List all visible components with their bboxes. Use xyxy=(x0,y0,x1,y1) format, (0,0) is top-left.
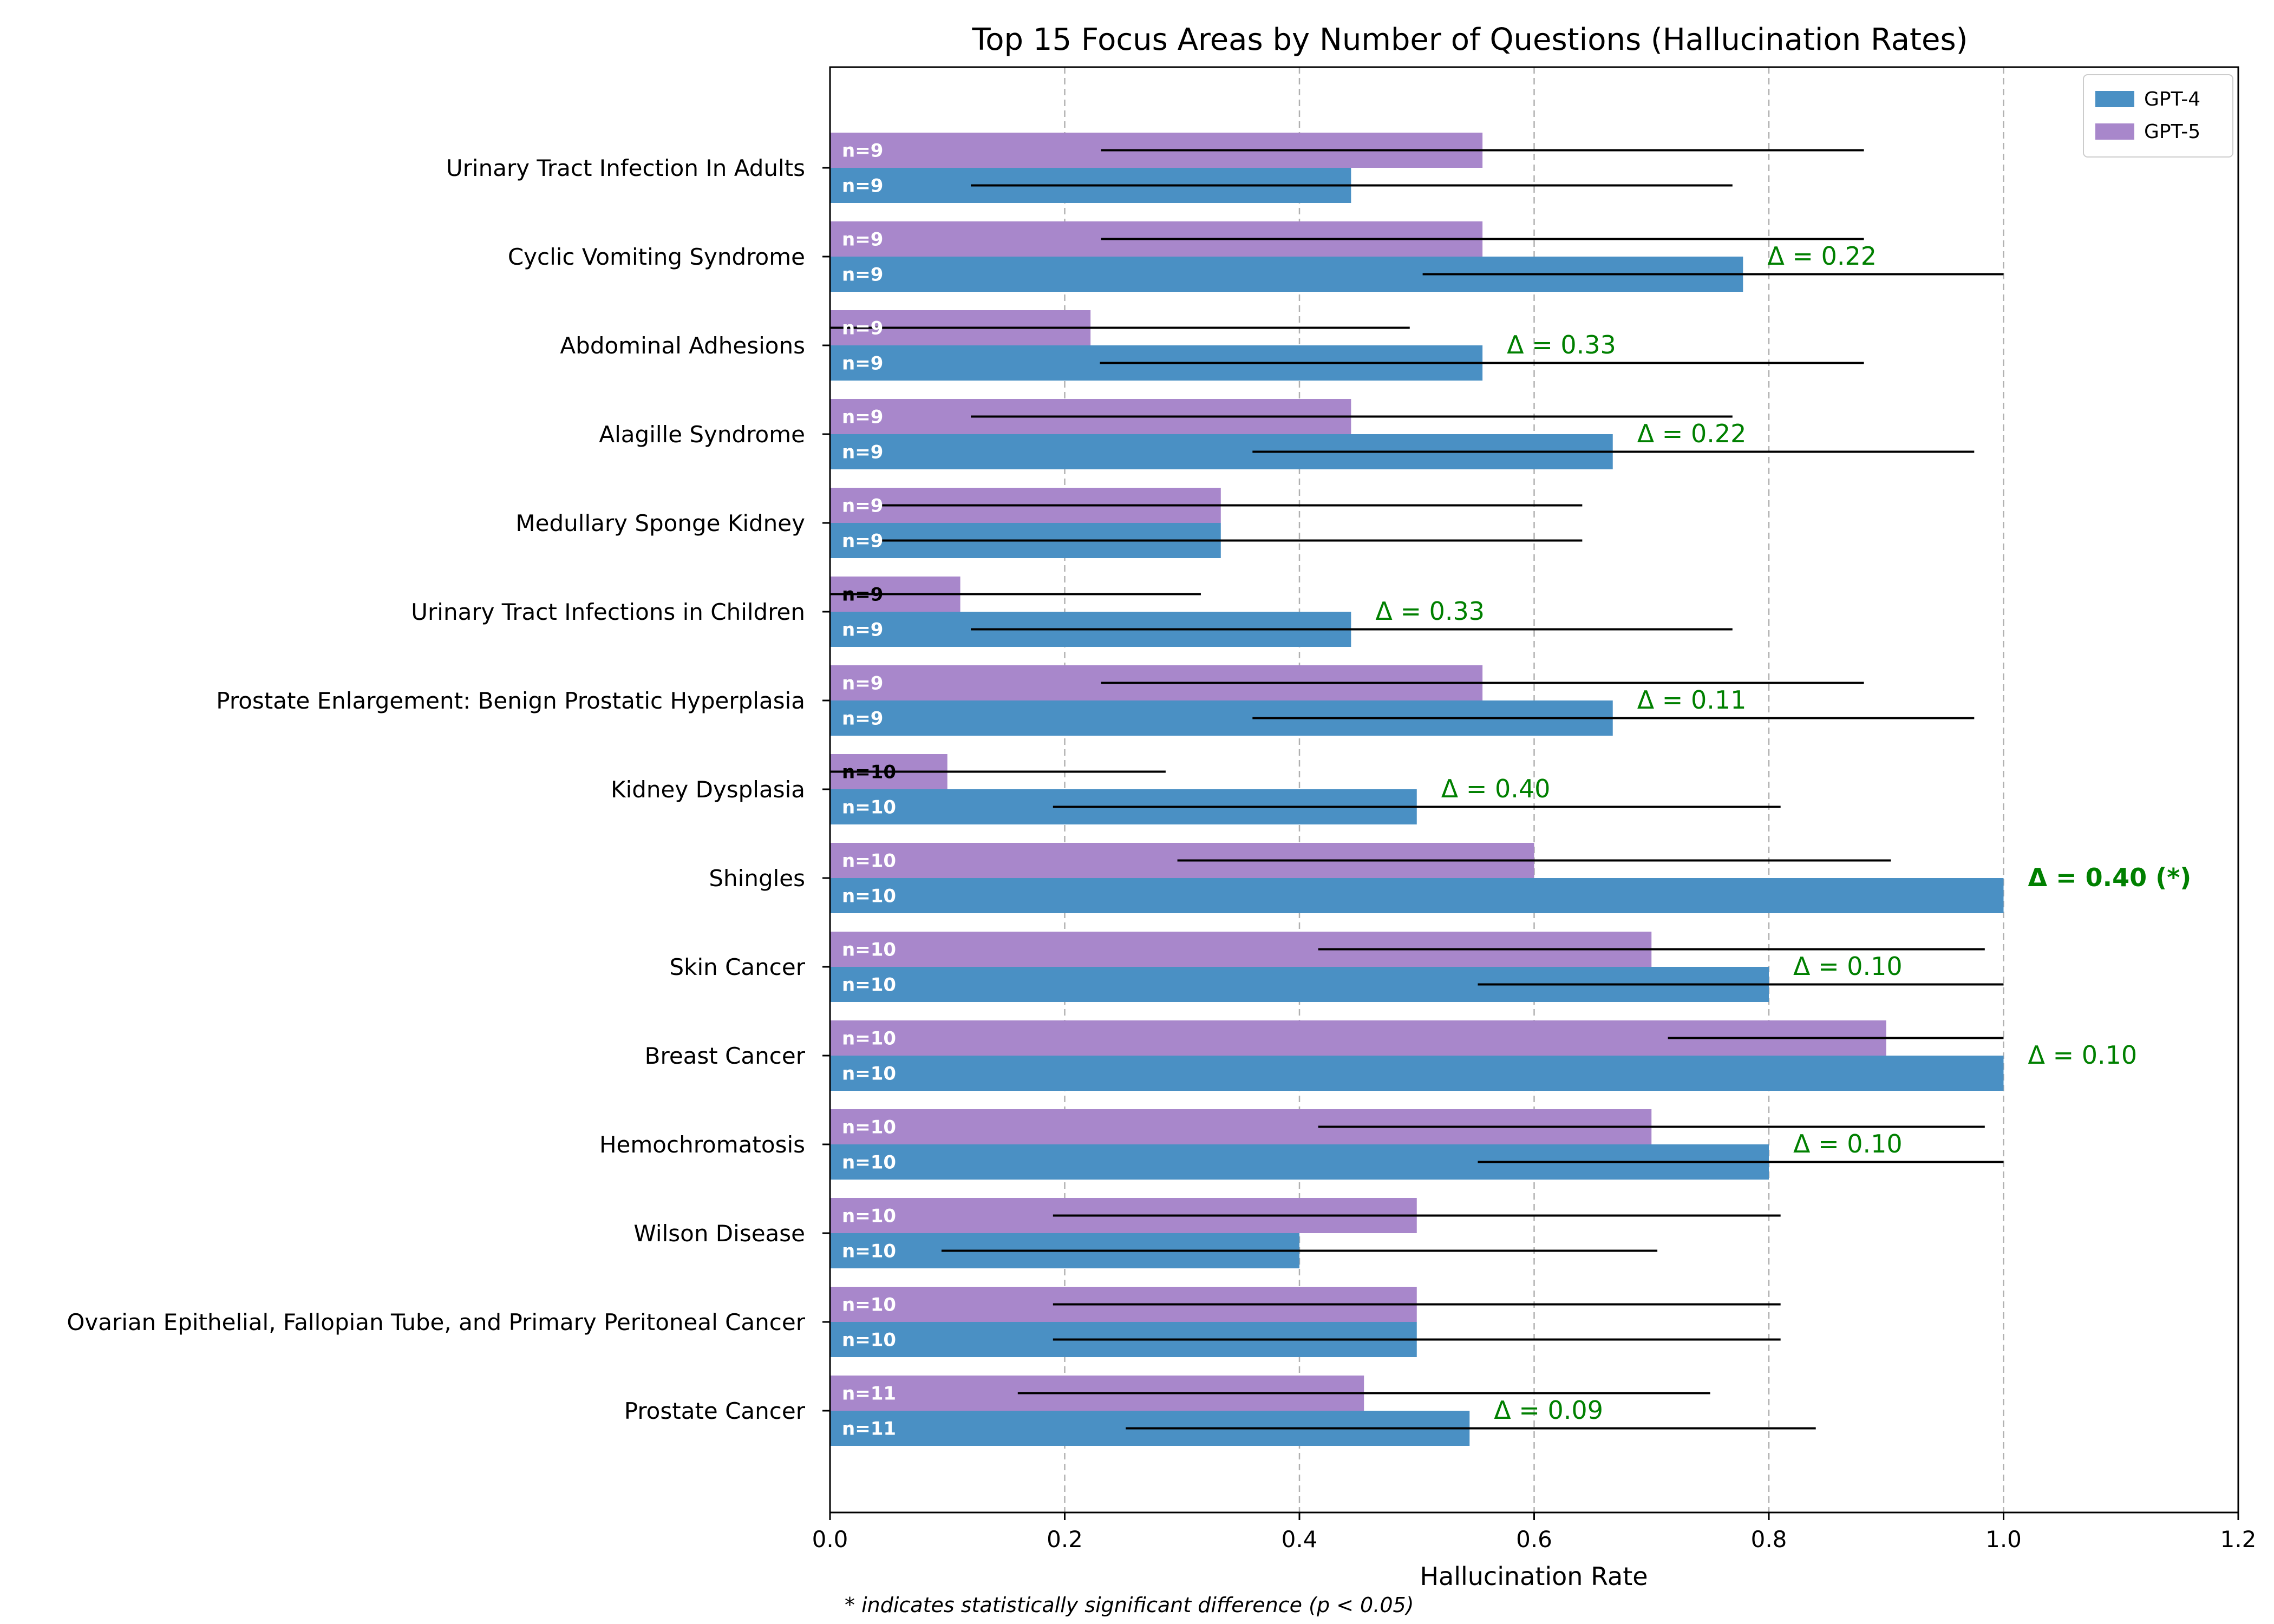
n-label-gpt4: n=10 xyxy=(842,974,896,996)
category-label: Prostate Cancer xyxy=(624,1398,806,1424)
n-label-gpt5: n=9 xyxy=(842,140,883,162)
bars xyxy=(830,133,2004,1446)
n-label-gpt5: n=9 xyxy=(842,407,883,428)
category-label: Urinary Tract Infections in Children xyxy=(411,599,805,625)
footnote: * indicates statistically significant di… xyxy=(845,1593,1414,1617)
n-label-gpt5: n=9 xyxy=(842,495,883,517)
x-tick-label: 0.4 xyxy=(1282,1526,1318,1553)
x-tick-label: 1.0 xyxy=(1985,1526,2022,1553)
n-label-gpt5: n=10 xyxy=(842,1206,896,1227)
n-label-gpt5: n=11 xyxy=(842,1383,896,1405)
category-label: Urinary Tract Infection In Adults xyxy=(446,155,805,181)
n-label-gpt4: n=11 xyxy=(842,1418,896,1440)
category-label: Abdominal Adhesions xyxy=(560,332,805,359)
n-label-gpt4: n=9 xyxy=(842,619,883,641)
category-label: Breast Cancer xyxy=(645,1043,806,1069)
x-tick-label: 0.6 xyxy=(1516,1526,1552,1553)
n-label-gpt4: n=10 xyxy=(842,886,896,907)
n-label-gpt5: n=10 xyxy=(842,1028,896,1050)
delta-label: Δ = 0.22 xyxy=(1767,241,1877,271)
n-label-gpt5: n=10 xyxy=(842,1117,896,1138)
n-label-gpt4: n=9 xyxy=(842,353,883,375)
n-label-gpt4: n=9 xyxy=(842,175,883,197)
category-label: Shingles xyxy=(709,865,805,892)
grid xyxy=(1064,67,2004,1512)
legend-swatch xyxy=(2095,123,2134,140)
n-label-gpt4: n=10 xyxy=(842,1063,896,1085)
bar-gpt4 xyxy=(830,878,2004,913)
category-label: Prostate Enlargement: Benign Prostatic H… xyxy=(216,687,805,714)
x-tick-label: 1.2 xyxy=(2220,1526,2257,1553)
n-label-gpt5: n=10 xyxy=(842,1294,896,1316)
legend-swatch xyxy=(2095,91,2134,107)
n-label-gpt4: n=10 xyxy=(842,1241,896,1262)
error-bars xyxy=(830,149,2004,1430)
delta-labels: Δ = 0.22 Δ = 0.33 Δ = 0.22 Δ = 0.33 Δ = 0.11… xyxy=(1375,241,2191,1425)
category-label: Wilson Disease xyxy=(633,1220,805,1247)
delta-label: Δ = 0.10 xyxy=(1793,952,1903,981)
delta-label: Δ = 0.40 (*) xyxy=(2028,863,2192,892)
category-label: Hemochromatosis xyxy=(599,1131,805,1158)
category-label: Alagille Syndrome xyxy=(599,421,805,448)
delta-label: Δ = 0.22 xyxy=(1637,419,1747,448)
legend: GPT-4 GPT-5 xyxy=(2083,74,2233,158)
n-label-gpt5: n=9 xyxy=(842,673,883,695)
n-label-gpt5: n=9 xyxy=(842,229,883,251)
delta-label: Δ = 0.33 xyxy=(1375,597,1485,626)
category-label: Ovarian Epithelial, Fallopian Tube, and … xyxy=(67,1309,805,1335)
delta-label: Δ = 0.33 xyxy=(1507,330,1616,359)
bar-gpt4 xyxy=(830,1056,2004,1091)
category-labels: Urinary Tract Infection In Adults Cyclic … xyxy=(67,155,830,1424)
n-label-gpt4: n=10 xyxy=(842,1152,896,1174)
category-label: Kidney Dysplasia xyxy=(611,776,805,803)
category-label: Cyclic Vomiting Syndrome xyxy=(508,244,805,270)
x-tick-label: 0.2 xyxy=(1047,1526,1083,1553)
x-axis-ticks: 0.0 0.2 0.4 0.6 0.8 1.0 1.2 xyxy=(812,1512,2257,1553)
n-label-gpt5: n=10 xyxy=(842,850,896,872)
category-label: Medullary Sponge Kidney xyxy=(515,510,805,536)
delta-label: Δ = 0.40 xyxy=(1441,774,1551,803)
n-label-gpt4: n=9 xyxy=(842,264,883,286)
n-label-gpt4: n=10 xyxy=(842,1330,896,1351)
delta-label: Δ = 0.11 xyxy=(1637,685,1747,715)
chart-title: Top 15 Focus Areas by Number of Question… xyxy=(972,22,1968,57)
legend-label: GPT-4 xyxy=(2144,88,2200,110)
legend-box xyxy=(2083,74,2233,158)
x-tick-label: 0.0 xyxy=(812,1526,848,1553)
n-label-gpt5: n=10 xyxy=(842,939,896,961)
x-tick-label: 0.8 xyxy=(1751,1526,1787,1553)
delta-label: Δ = 0.09 xyxy=(1494,1396,1603,1425)
n-label-gpt5: n=9 xyxy=(842,584,883,606)
n-label-gpt5: n=9 xyxy=(842,318,883,339)
category-label: Skin Cancer xyxy=(669,954,805,980)
n-label-gpt4: n=9 xyxy=(842,442,883,463)
x-axis-label: Hallucination Rate xyxy=(1420,1562,1648,1591)
n-label-gpt5: n=10 xyxy=(842,762,896,783)
delta-label: Δ = 0.10 xyxy=(1793,1129,1903,1158)
n-label-gpt4: n=9 xyxy=(842,531,883,552)
n-labels: n=9 n=9 n=9 n=9 n=9 n=9 n=9 n=9 n=9 n=9 n=9 n=9 n=9 n… xyxy=(842,140,896,1440)
n-label-gpt4: n=9 xyxy=(842,708,883,730)
n-label-gpt4: n=10 xyxy=(842,797,896,818)
legend-label: GPT-5 xyxy=(2144,121,2200,143)
delta-label: Δ = 0.10 xyxy=(2028,1040,2138,1070)
